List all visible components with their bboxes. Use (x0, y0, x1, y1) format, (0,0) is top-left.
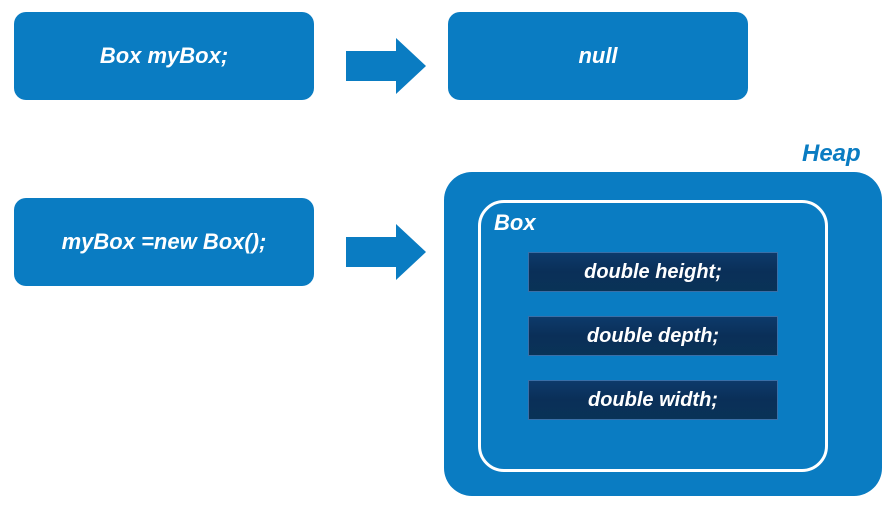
arrow-head (396, 38, 426, 94)
assignment-box: myBox =new Box(); (14, 198, 314, 286)
object-box-label: Box (494, 210, 536, 236)
field-height: double height; (528, 252, 778, 292)
assignment-text: myBox =new Box(); (62, 229, 267, 255)
arrow-head (396, 224, 426, 280)
arrow-shaft (346, 51, 396, 81)
field-height-text: double height; (584, 261, 722, 284)
null-box: null (448, 12, 748, 100)
declaration-box: Box myBox; (14, 12, 314, 100)
declaration-text: Box myBox; (100, 43, 228, 69)
arrow-declare-to-null (346, 38, 426, 94)
arrow-assign-to-heap (346, 224, 426, 280)
field-depth-text: double depth; (587, 325, 719, 348)
field-width: double width; (528, 380, 778, 420)
null-text: null (578, 43, 617, 69)
field-width-text: double width; (588, 389, 718, 412)
field-depth: double depth; (528, 316, 778, 356)
arrow-shaft (346, 237, 396, 267)
heap-label: Heap (802, 140, 861, 168)
